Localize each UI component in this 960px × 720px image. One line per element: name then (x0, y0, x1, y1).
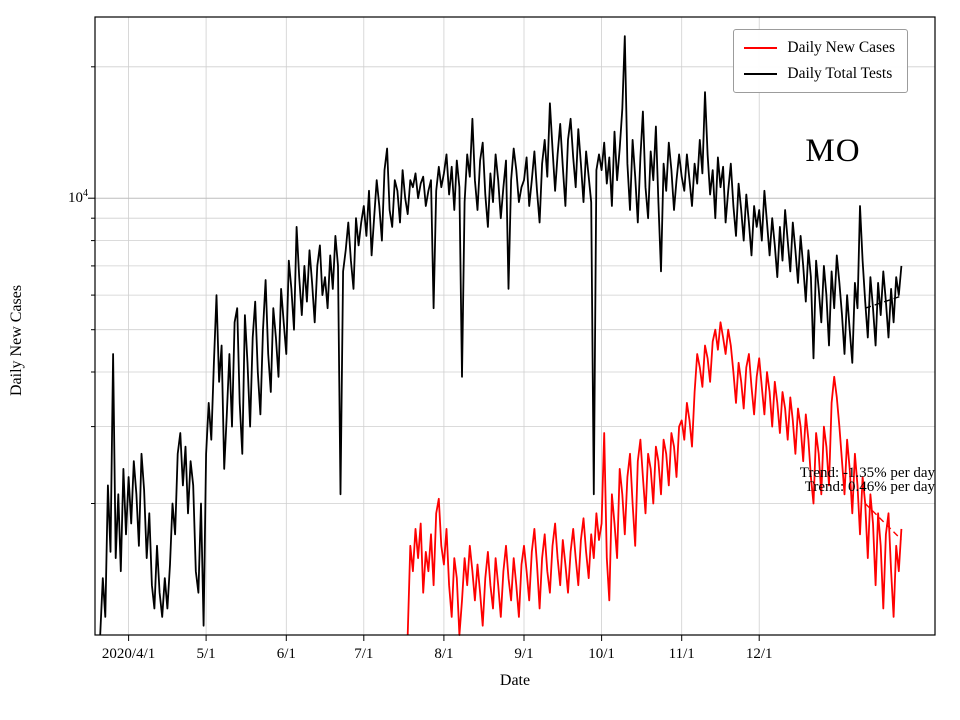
legend-red-line-swatch (744, 46, 778, 50)
legend-item-daily-new-cases: Daily New Cases (744, 39, 895, 57)
y-tick-exponent: 4 (83, 188, 88, 199)
series-daily-new-cases (406, 321, 903, 636)
series-daily-total-tests (99, 35, 903, 636)
legend-black-line-swatch (744, 72, 778, 76)
x-tick-label: 7/1 (354, 646, 373, 662)
x-tick-label: 8/1 (434, 646, 453, 662)
state-label: MO (805, 133, 861, 169)
x-tick-label: 10/1 (588, 646, 615, 662)
x-tick-label: 9/1 (514, 646, 533, 662)
y-tick-base: 10 (68, 190, 83, 206)
x-tick-label: 12/1 (746, 646, 773, 662)
grid (95, 17, 935, 635)
x-tick-label: 5/1 (197, 646, 216, 662)
legend: Daily New Cases Daily Total Tests (733, 29, 908, 93)
axis-ticks: 2020/4/1 5/1 6/1 7/1 8/1 9/1 10/1 11/1 12/1 (88, 66, 773, 662)
y-major-tick-label: 104 (52, 188, 88, 207)
x-tick-label: 2020/4/1 (102, 646, 155, 662)
legend-item-daily-total-tests: Daily Total Tests (744, 65, 895, 83)
x-axis-label: Date (499, 672, 531, 689)
y-axis-label: Daily New Cases (8, 284, 25, 396)
plot-frame (94, 16, 936, 636)
trend-annotations: Trend: -1.35% per day Trend: 0.46% per d… (799, 465, 935, 495)
trend-annotation-cases: Trend: -1.35% per day (799, 465, 935, 481)
trend-line (864, 503, 902, 541)
legend-label-daily-new-cases: Daily New Cases (787, 39, 895, 56)
trend-annotation-tests: Trend: 0.46% per day (804, 479, 935, 495)
x-tick-label: 11/1 (669, 646, 695, 662)
x-tick-label: 6/1 (277, 646, 296, 662)
legend-label-daily-total-tests: Daily Total Tests (787, 65, 893, 82)
trend-line (864, 295, 902, 309)
